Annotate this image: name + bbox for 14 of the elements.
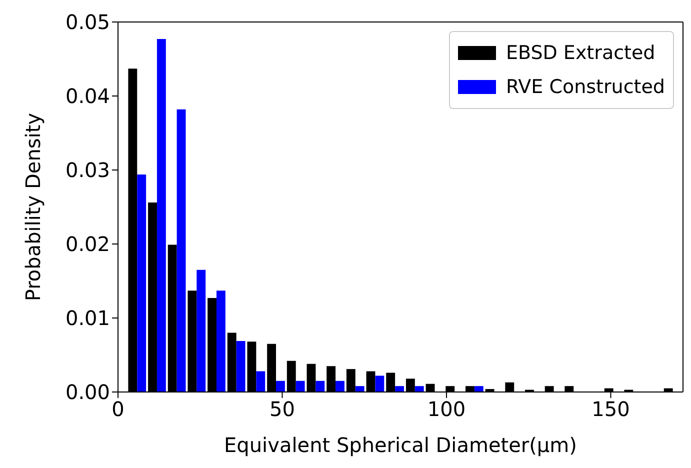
- y-tick-label: 0.04: [65, 84, 110, 108]
- y-tick-label: 0.05: [65, 10, 110, 34]
- x-tick-label: 150: [592, 397, 630, 422]
- y-tick-label: 0.01: [65, 306, 110, 330]
- x-tick-label: 100: [427, 397, 466, 422]
- y-tick-label: 0.00: [65, 380, 110, 404]
- legend-label: RVE Constructed: [506, 75, 665, 100]
- x-tick-label: 50: [270, 397, 295, 422]
- y-axis-title: Probability Density: [21, 112, 45, 302]
- x-tick-label: 0: [112, 397, 124, 422]
- y-tick-label: 0.02: [65, 232, 110, 256]
- y-tick-label: 0.03: [65, 158, 110, 182]
- legend-label: EBSD Extracted: [506, 41, 656, 66]
- x-axis-title: Equivalent Spherical Diameter(μm): [224, 433, 577, 457]
